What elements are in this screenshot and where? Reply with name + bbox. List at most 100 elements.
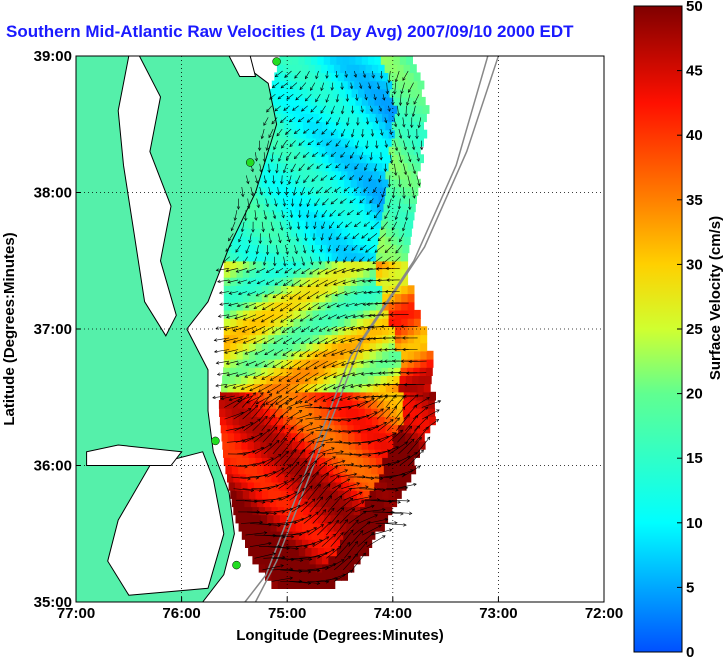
velocity-cell	[388, 129, 396, 139]
velocity-cell	[280, 293, 288, 303]
velocity-arrowhead	[325, 165, 330, 169]
velocity-cell	[286, 367, 294, 376]
velocity-cell	[375, 334, 383, 344]
velocity-cell	[394, 252, 402, 262]
velocity-cell	[339, 465, 347, 475]
velocity-cell	[419, 367, 427, 376]
velocity-arrowhead	[279, 308, 284, 312]
velocity-cell	[407, 359, 415, 368]
velocity-arrow	[363, 186, 368, 192]
velocity-cell	[284, 121, 291, 131]
velocity-arrow	[285, 518, 305, 524]
velocity-cell	[361, 96, 369, 106]
velocity-cell	[282, 465, 290, 475]
velocity-cell	[402, 400, 410, 409]
velocity-cell	[229, 449, 237, 458]
velocity-cell	[394, 211, 402, 221]
velocity-cell	[401, 293, 409, 303]
velocity-cell	[385, 154, 393, 164]
velocity-arrow	[243, 314, 257, 321]
velocity-arrow	[398, 175, 401, 187]
velocity-arrowhead	[402, 227, 406, 232]
velocity-arrowhead	[348, 350, 353, 354]
velocity-arrow	[323, 349, 337, 357]
velocity-arrow	[308, 444, 325, 455]
velocity-arrowhead	[294, 389, 299, 394]
velocity-arrowhead	[277, 96, 282, 100]
velocity-arrow	[251, 403, 266, 420]
velocity-cell	[382, 146, 390, 155]
velocity-cell	[268, 260, 276, 270]
velocity-arrowhead	[360, 109, 364, 113]
velocity-cell	[253, 375, 261, 385]
velocity-cell	[274, 129, 282, 139]
velocity-cell	[290, 121, 298, 131]
velocity-cell	[356, 72, 364, 82]
velocity-arrow	[244, 349, 257, 355]
velocity-arrow	[259, 163, 262, 173]
velocity-cell	[374, 481, 382, 491]
velocity-arrow	[325, 291, 337, 298]
velocity-cell	[350, 342, 358, 352]
velocity-cell	[334, 563, 342, 573]
velocity-cell	[343, 531, 351, 540]
velocity-cell	[393, 375, 401, 385]
velocity-arrow	[268, 395, 282, 408]
velocity-cell	[308, 522, 316, 532]
velocity-arrow	[325, 441, 343, 443]
velocity-cell	[382, 342, 390, 352]
velocity-arrowhead	[346, 397, 351, 401]
velocity-cell	[290, 563, 298, 573]
velocity-arrowhead	[391, 261, 396, 265]
velocity-cell	[251, 539, 259, 548]
velocity-arrow	[343, 541, 358, 559]
velocity-arrow	[361, 372, 373, 375]
velocity-cell	[299, 342, 307, 352]
velocity-arrow	[317, 268, 329, 275]
velocity-cell	[353, 195, 360, 204]
velocity-cell	[385, 137, 393, 147]
velocity-arrow	[253, 302, 266, 309]
velocity-arrowhead	[386, 382, 390, 387]
velocity-cell	[318, 178, 326, 188]
velocity-cell	[333, 64, 341, 73]
velocity-cell	[268, 301, 276, 311]
velocity-arrowhead	[263, 122, 267, 126]
velocity-arrowhead	[309, 422, 314, 426]
velocity-cell	[362, 219, 369, 229]
velocity-arrowhead	[371, 325, 375, 329]
velocity-arrowhead	[360, 360, 365, 365]
velocity-cell	[348, 432, 356, 442]
velocity-cell	[337, 146, 345, 155]
velocity-arrowhead	[223, 384, 228, 389]
velocity-cell	[312, 146, 320, 155]
velocity-arrow	[339, 175, 346, 180]
velocity-arrowhead	[352, 235, 356, 240]
velocity-cell	[287, 178, 295, 188]
velocity-cell	[394, 162, 402, 172]
velocity-arrowhead	[329, 176, 334, 181]
velocity-cell	[408, 88, 416, 98]
velocity-arrowhead	[241, 193, 245, 198]
velocity-arrowhead	[346, 212, 351, 216]
velocity-cell	[277, 580, 285, 589]
velocity-cell	[228, 440, 236, 450]
velocity-arrowhead	[228, 237, 232, 242]
velocity-arrowhead	[350, 268, 355, 273]
velocity-cell	[275, 203, 283, 213]
velocity-arrowhead	[371, 504, 375, 509]
velocity-cell	[264, 391, 272, 401]
velocity-cell	[249, 285, 257, 295]
velocity-cell	[317, 531, 325, 540]
velocity-arrow	[305, 416, 322, 420]
velocity-arrow	[276, 384, 291, 394]
velocity-arrow	[357, 337, 373, 341]
velocity-cell	[250, 244, 258, 254]
velocity-cell	[377, 498, 385, 508]
velocity-cell	[283, 105, 291, 114]
velocity-cell	[390, 408, 398, 417]
velocity-cell	[370, 88, 378, 98]
velocity-arrowhead	[371, 397, 375, 401]
velocity-cell	[362, 547, 370, 557]
velocity-cell	[337, 350, 345, 360]
